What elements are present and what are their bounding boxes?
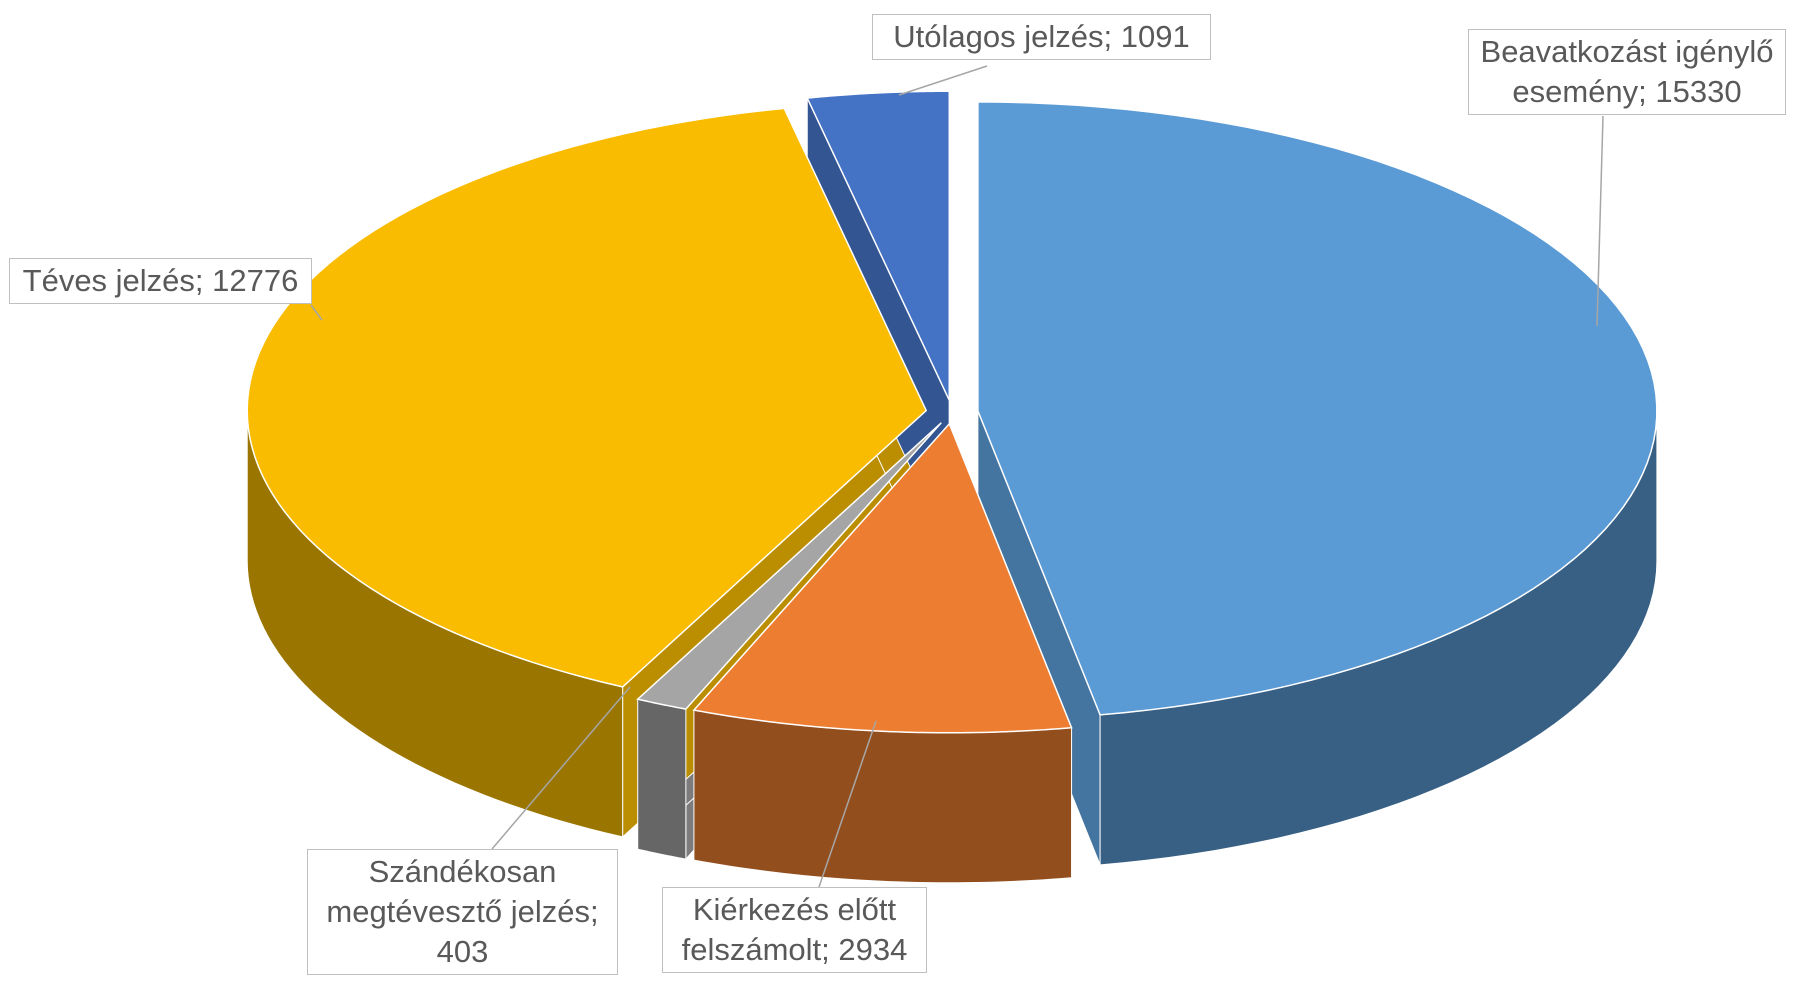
leader-line [1596,115,1604,327]
outer-walls [246,410,1658,884]
data-label: Beavatkozást igénylő esemény; 15330 [1468,29,1786,115]
leader-line [491,686,631,850]
data-label: Téves jelzés; 12776 [9,258,312,304]
leader-line [818,720,877,888]
data-label: Kiérkezés előtt felszámolt; 2934 [662,887,927,973]
slice-side [693,709,1073,884]
leader-line [898,65,988,96]
slice-tops [246,90,1658,734]
slice [636,422,942,710]
slice-side [637,698,687,860]
leader-line [310,304,323,321]
data-label: Utólagos jelzés; 1091 [872,14,1211,60]
slice [692,422,1073,734]
slice [246,107,928,688]
data-label: Szándékosan megtévesztő jelzés; 403 [307,849,618,975]
slice [977,101,1658,716]
slice [806,90,951,401]
